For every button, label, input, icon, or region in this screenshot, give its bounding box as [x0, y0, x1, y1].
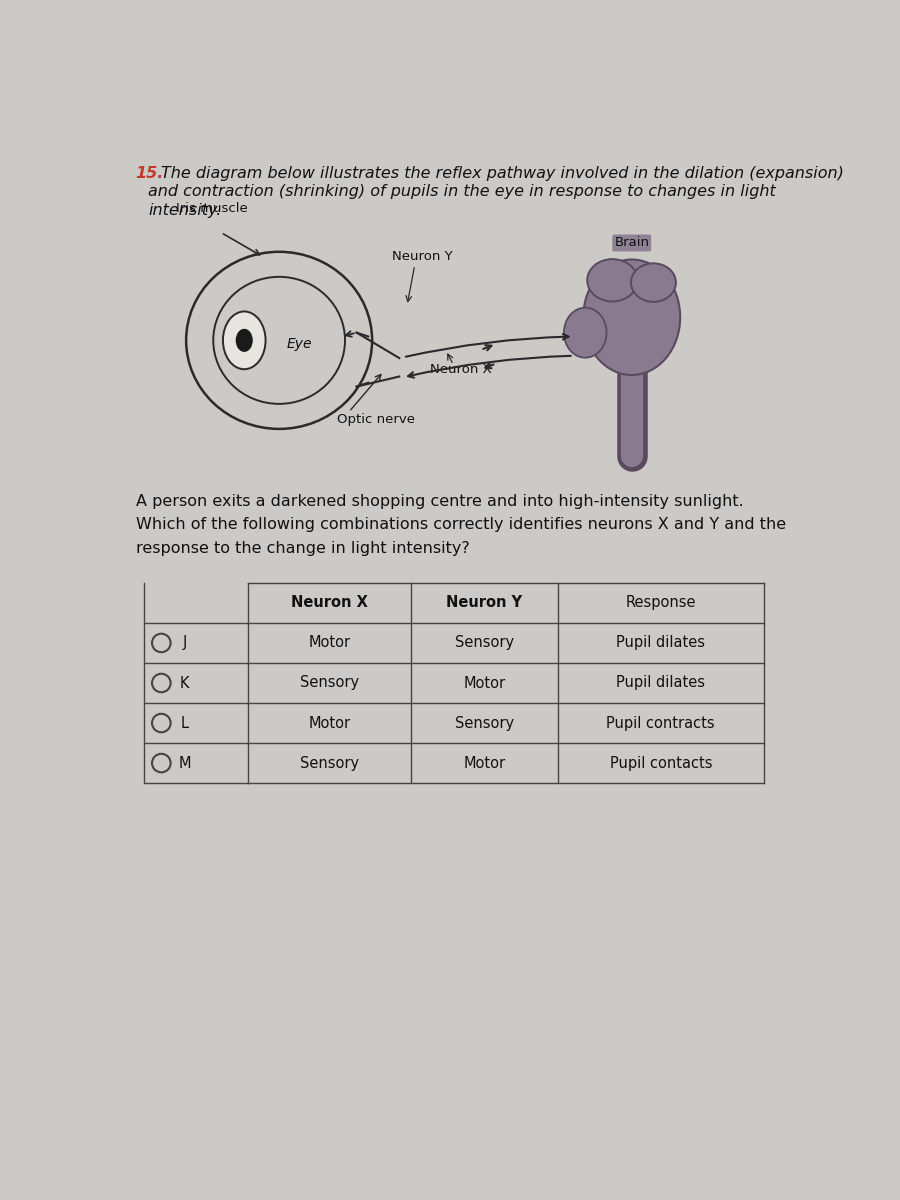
Text: and contraction (shrinking) of pupils in the eye in response to changes in light: and contraction (shrinking) of pupils in… — [148, 184, 776, 199]
Text: L: L — [181, 715, 189, 731]
Text: Which of the following combinations correctly identifies neurons X and Y and the: Which of the following combinations corr… — [136, 517, 786, 533]
Text: response to the change in light intensity?: response to the change in light intensit… — [136, 540, 470, 556]
Ellipse shape — [583, 259, 680, 374]
Text: Pupil contacts: Pupil contacts — [609, 756, 712, 770]
Text: Iris muscle: Iris muscle — [176, 202, 248, 215]
Text: A person exits a darkened shopping centre and into high-intensity sunlight.: A person exits a darkened shopping centr… — [136, 494, 743, 509]
Text: Eye: Eye — [287, 337, 312, 352]
Text: Sensory: Sensory — [300, 676, 359, 690]
Text: Neuron X: Neuron X — [291, 595, 368, 611]
Text: Pupil contracts: Pupil contracts — [607, 715, 716, 731]
Ellipse shape — [631, 263, 676, 302]
Text: Sensory: Sensory — [300, 756, 359, 770]
Text: Sensory: Sensory — [454, 715, 514, 731]
Text: Motor: Motor — [464, 756, 506, 770]
Text: 15.: 15. — [136, 166, 164, 180]
Ellipse shape — [236, 329, 253, 352]
Ellipse shape — [564, 307, 607, 358]
Text: K: K — [180, 676, 189, 690]
Text: Response: Response — [626, 595, 696, 611]
Text: Neuron X: Neuron X — [430, 364, 492, 377]
Text: intensity.: intensity. — [148, 203, 221, 217]
Ellipse shape — [223, 312, 266, 370]
Ellipse shape — [587, 259, 637, 301]
Text: Sensory: Sensory — [454, 636, 514, 650]
Text: M: M — [178, 756, 191, 770]
Text: Motor: Motor — [464, 676, 506, 690]
Text: The diagram below illustrates the reflex pathway involved in the dilation (expan: The diagram below illustrates the reflex… — [160, 166, 843, 180]
Text: Motor: Motor — [309, 715, 351, 731]
Text: Brain: Brain — [614, 236, 649, 250]
Text: Motor: Motor — [309, 636, 351, 650]
Text: Neuron Y: Neuron Y — [392, 251, 452, 263]
Text: Optic nerve: Optic nerve — [338, 414, 415, 426]
Text: Pupil dilates: Pupil dilates — [616, 636, 706, 650]
Text: Neuron Y: Neuron Y — [446, 595, 523, 611]
Text: J: J — [183, 636, 187, 650]
Text: Pupil dilates: Pupil dilates — [616, 676, 706, 690]
